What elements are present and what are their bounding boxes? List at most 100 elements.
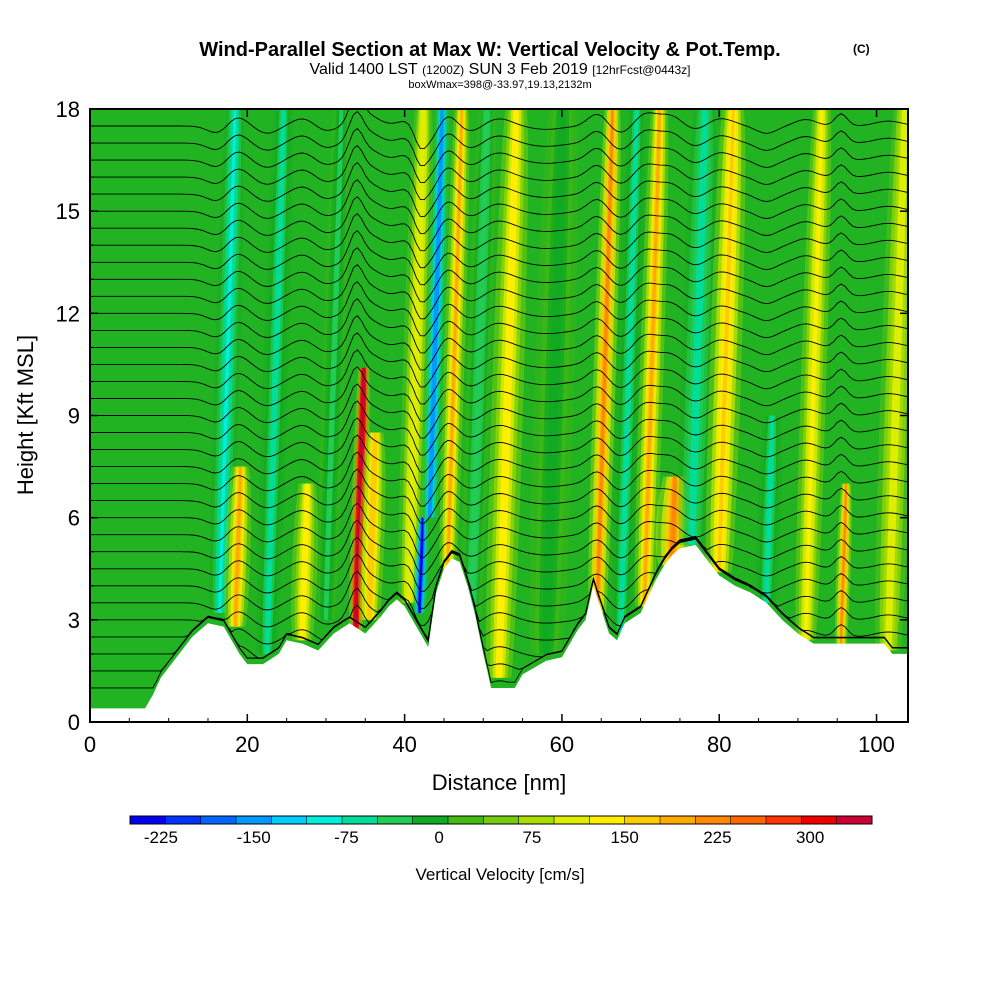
theta-contour-10 xyxy=(90,485,908,541)
theta-contour-6 xyxy=(90,536,908,609)
theta-contour-20 xyxy=(90,315,908,371)
y-axis-ticks: 0 3 6 9 12 15 18 xyxy=(56,97,908,735)
theta-contour-5 xyxy=(90,536,908,626)
colorbar-swatch xyxy=(766,816,802,824)
velocity-band-23-layer-4 xyxy=(886,109,907,651)
colorbar-tick-label: 300 xyxy=(796,828,824,847)
velocity-band-16-layer-4 xyxy=(643,109,661,607)
theta-contour-26 xyxy=(90,213,908,269)
subtitle-zulu: (1200Z) xyxy=(422,63,464,77)
colorbar-tick-label: 225 xyxy=(703,828,731,847)
theta-contour-18 xyxy=(90,349,908,405)
subtitle-forecast: [12hrFcst@0443z] xyxy=(592,63,690,77)
colorbar-swatch xyxy=(448,816,484,824)
colorbar-swatch xyxy=(801,816,837,824)
theta-contour-17 xyxy=(90,366,908,422)
theta-contour-13 xyxy=(90,434,908,490)
colorbar-swatch xyxy=(306,816,343,824)
theta-contour-27 xyxy=(90,196,908,252)
theta-contour-25 xyxy=(90,230,908,286)
velocity-band-2-layer-4 xyxy=(265,109,285,654)
theta-contour-30 xyxy=(90,144,908,201)
colorbar-swatch xyxy=(589,816,625,824)
y-axis-label: Height [Kft MSL] xyxy=(13,335,38,495)
velocity-band-15-layer-4 xyxy=(619,109,638,634)
theta-contour-19 xyxy=(90,332,908,388)
velocity-band-20-layer-4 xyxy=(765,415,774,603)
velocity-band-18-layer-4 xyxy=(690,109,707,545)
colorbar-tick-labels: -225 -150 -75 0 75 150 225 300 xyxy=(144,828,824,847)
x-tick-label: 40 xyxy=(392,732,416,757)
theta-contour-7 xyxy=(90,536,908,592)
y-tick-label: 12 xyxy=(56,301,80,326)
colorbar-swatch xyxy=(236,816,272,824)
colorbar-swatch xyxy=(624,816,661,824)
y-tick-label: 18 xyxy=(56,97,80,122)
theta-contour-33 xyxy=(90,109,908,150)
terrain-mask xyxy=(90,544,908,722)
theta-contour-28 xyxy=(90,178,908,235)
y-tick-label: 6 xyxy=(68,506,80,531)
velocity-band-7-layer-4 xyxy=(407,109,425,603)
velocity-band-14-layer-4 xyxy=(596,109,614,614)
colorbar-swatch xyxy=(483,816,519,824)
colorbar-swatch xyxy=(730,816,767,824)
theta-contour-21 xyxy=(90,298,908,354)
colorbar-swatch xyxy=(271,816,307,824)
theta-contour-29 xyxy=(90,161,908,218)
theta-contours xyxy=(90,109,908,689)
velocity-band-13-layer-4 xyxy=(544,109,565,654)
y-tick-label: 0 xyxy=(68,710,80,735)
theta-contour-23 xyxy=(90,264,908,320)
velocity-band-22-layer-4 xyxy=(840,483,847,644)
theta-contour-12 xyxy=(90,451,908,507)
colorbar-tick-label: -225 xyxy=(144,828,178,847)
y-tick-label: 3 xyxy=(68,608,80,633)
x-tick-label: 60 xyxy=(550,732,574,757)
colorbar-swatch xyxy=(342,816,378,824)
x-tick-label: 80 xyxy=(707,732,731,757)
colorbar xyxy=(129,815,873,825)
theta-contour-14 xyxy=(90,417,908,473)
velocity-band-8-layer-4 xyxy=(418,517,424,614)
x-tick-label: 20 xyxy=(235,732,259,757)
theta-contour-31 xyxy=(90,127,908,184)
chart-title: Wind-Parallel Section at Max W: Vertical… xyxy=(199,39,780,61)
colorbar-swatch xyxy=(518,816,555,824)
colorbar-tick-label: -150 xyxy=(237,828,271,847)
x-axis-label: Distance [nm] xyxy=(432,770,567,795)
colorbar-label: Vertical Velocity [cm/s] xyxy=(415,865,584,884)
velocity-bands xyxy=(209,109,908,678)
theta-contour-8 xyxy=(90,519,908,575)
chart-title-mark: (C) xyxy=(853,42,870,56)
colorbar-swatch xyxy=(554,816,590,824)
colorbar-tick-label: 0 xyxy=(434,828,443,847)
velocity-band-11-layer-4 xyxy=(470,109,488,620)
x-tick-label: 0 xyxy=(84,732,96,757)
y-tick-label: 9 xyxy=(68,404,80,429)
theta-contour-15 xyxy=(90,400,908,456)
x-tick-label: 100 xyxy=(858,732,895,757)
colorbar-swatch xyxy=(412,816,449,824)
velocity-band-1-layer-4 xyxy=(234,466,242,627)
theta-contour-11 xyxy=(90,468,908,524)
theta-contour-16 xyxy=(90,383,908,439)
x-axis-ticks: 0 20 40 60 80 100 xyxy=(84,109,895,757)
colorbar-swatch xyxy=(130,816,166,824)
velocity-band-12-layer-4 xyxy=(497,109,518,678)
colorbar-frame xyxy=(129,815,873,825)
subtitle-date: SUN 3 Feb 2019 xyxy=(469,61,588,78)
box-wmax-note: boxWmax=398@-33.97,19.13,2132m xyxy=(408,79,591,91)
theta-contour-22 xyxy=(90,281,908,337)
colorbar-tick-label: -75 xyxy=(334,828,359,847)
theta-contour-24 xyxy=(90,247,908,303)
velocity-band-17-layer-4 xyxy=(670,476,677,566)
colorbar-swatch xyxy=(836,816,873,824)
colorbar-tick-label: 150 xyxy=(610,828,638,847)
colorbar-swatch xyxy=(200,816,237,824)
colorbar-swatch xyxy=(165,816,201,824)
velocity-band-4-layer-4 xyxy=(324,109,343,620)
velocity-band-10-layer-4 xyxy=(446,109,463,569)
y-tick-label: 15 xyxy=(56,199,80,224)
